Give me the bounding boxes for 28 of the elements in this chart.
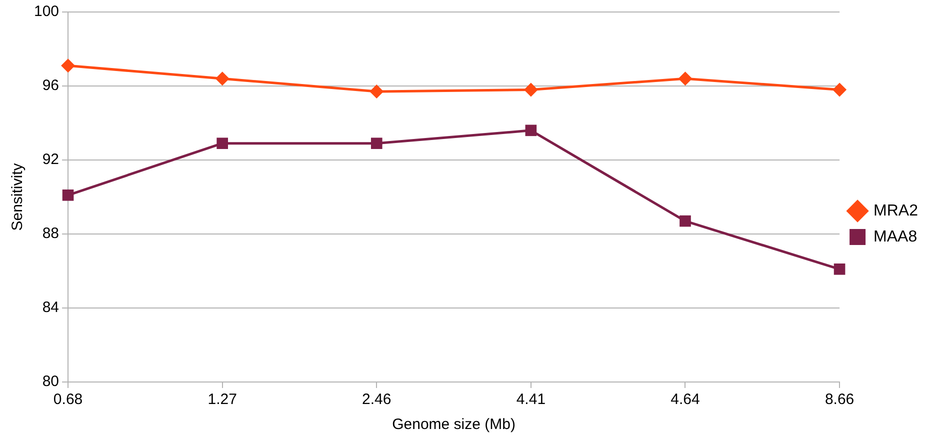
x-tick-label: 8.66 [824,391,854,408]
legend-label: MAA8 [874,228,918,246]
y-tick-label: 96 [42,77,60,94]
point [834,263,846,275]
point [525,124,537,136]
point [61,58,76,73]
point [216,138,228,150]
y-tick-label: 88 [42,225,60,242]
x-tick-label: 4.64 [670,391,700,408]
x-tick-label: 1.27 [208,391,237,408]
point [215,72,230,86]
point [370,84,384,99]
x-tick-label: 4.41 [516,391,546,408]
point [680,215,691,227]
y-tick-label: 100 [34,3,60,20]
y-axis-title: Sensitivity [9,162,26,231]
point [524,82,538,97]
legend-label: MRA2 [874,202,918,220]
y-tick-label: 80 [42,373,60,390]
point [832,82,847,97]
point [678,72,692,86]
point [62,189,74,201]
y-tick-label: 92 [42,151,60,168]
point [370,138,382,150]
x-axis-title: Genome size (Mb) [392,416,516,434]
x-tick-label: 2.46 [362,391,392,408]
y-tick-label: 84 [42,299,60,316]
x-tick-label: 0.68 [53,391,83,408]
